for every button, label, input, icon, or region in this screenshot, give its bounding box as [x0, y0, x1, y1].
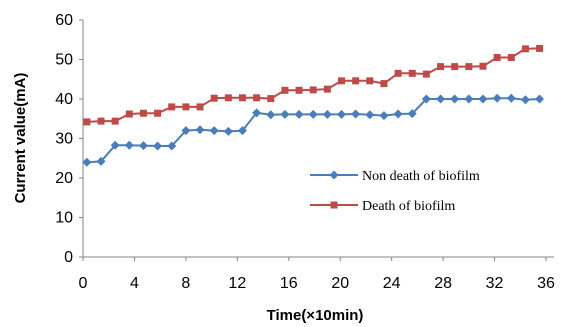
data-point-death: [281, 86, 289, 94]
data-point-non-death: [82, 157, 92, 167]
legend-item-non-death: Non death of biofilm: [310, 169, 480, 184]
x-tick-label: 24: [383, 275, 401, 292]
data-point-death: [451, 63, 459, 71]
y-tick-label: 50: [55, 52, 73, 69]
data-point-death: [182, 103, 190, 111]
data-point-death: [238, 94, 246, 102]
data-point-non-death: [436, 94, 446, 104]
data-point-non-death: [195, 125, 205, 135]
data-point-death: [352, 77, 360, 85]
data-point-non-death: [266, 110, 276, 120]
axis-ticks: 0 10 20 30 40 50 60 0 4 8 12 16 20 24 28 32 36: [55, 12, 555, 292]
series-line-non-death: [86, 97, 540, 164]
data-point-non-death: [520, 95, 530, 105]
data-point-non-death: [450, 94, 460, 104]
y-axis-title: Current value(mA): [12, 73, 29, 204]
data-point-non-death: [492, 93, 502, 103]
data-point-death: [493, 54, 501, 62]
data-point-death: [97, 117, 105, 125]
data-point-death: [168, 103, 176, 111]
data-point-non-death: [223, 126, 233, 136]
data-point-death: [139, 109, 147, 117]
y-tick-label: 40: [55, 91, 73, 108]
data-point-death: [83, 118, 91, 126]
data-point-non-death: [393, 109, 403, 119]
legend-label-non-death: Non death of biofilm: [362, 169, 480, 184]
y-tick-label: 60: [55, 12, 73, 29]
data-point-non-death: [294, 109, 304, 119]
data-point-non-death: [407, 109, 417, 119]
legend-marker-non-death: [329, 170, 339, 180]
x-tick-label: 16: [280, 275, 298, 292]
legend-item-death: Death of biofilm: [310, 199, 455, 214]
data-point-non-death: [365, 110, 375, 120]
data-point-death: [366, 77, 374, 85]
data-point-non-death: [464, 94, 474, 104]
data-point-death: [465, 63, 473, 71]
y-tick-label: 0: [64, 249, 73, 266]
x-tick-label: 20: [331, 275, 349, 292]
data-point-death: [111, 117, 119, 125]
data-point-death: [323, 85, 331, 93]
x-tick-label: 12: [228, 275, 246, 292]
data-point-death: [536, 44, 544, 52]
data-point-death: [437, 63, 445, 71]
data-point-non-death: [322, 109, 332, 119]
legend-label-death: Death of biofilm: [362, 199, 455, 214]
data-point-non-death: [506, 93, 516, 103]
x-tick-label: 36: [537, 275, 555, 292]
data-point-death: [309, 86, 317, 94]
data-point-non-death: [110, 140, 120, 150]
data-point-non-death: [351, 109, 361, 119]
legend-marker-death: [330, 201, 338, 209]
data-point-non-death: [421, 94, 431, 104]
data-point-non-death: [308, 109, 318, 119]
x-tick-label: 8: [181, 275, 190, 292]
series-layer: [82, 44, 545, 167]
data-point-death: [338, 77, 346, 85]
data-point-death: [125, 110, 133, 118]
series-non-death: [82, 93, 545, 167]
data-point-non-death: [379, 111, 389, 121]
data-point-non-death: [209, 126, 219, 136]
data-point-death: [521, 45, 529, 53]
data-point-non-death: [337, 109, 347, 119]
data-point-non-death: [181, 126, 191, 136]
x-tick-label: 4: [130, 275, 139, 292]
data-point-death: [507, 54, 515, 62]
x-tick-label: 0: [79, 275, 88, 292]
series-death: [83, 44, 544, 126]
data-point-death: [253, 94, 261, 102]
data-point-non-death: [280, 109, 290, 119]
x-tick-label: 32: [486, 275, 504, 292]
data-point-non-death: [96, 156, 106, 166]
data-point-death: [196, 103, 204, 111]
data-point-death: [479, 62, 487, 70]
data-point-non-death: [535, 94, 545, 104]
data-point-non-death: [124, 140, 134, 150]
data-point-non-death: [167, 141, 177, 151]
y-tick-label: 10: [55, 210, 73, 227]
data-point-death: [224, 94, 232, 102]
data-point-death: [154, 109, 162, 117]
data-point-non-death: [138, 141, 148, 151]
data-point-death: [210, 94, 218, 102]
x-tick-label: 28: [434, 275, 452, 292]
data-point-non-death: [237, 126, 247, 136]
data-point-death: [295, 86, 303, 94]
data-point-non-death: [252, 108, 262, 118]
data-point-non-death: [478, 94, 488, 104]
data-point-death: [267, 95, 275, 103]
data-point-death: [394, 69, 402, 77]
y-tick-label: 30: [55, 131, 73, 148]
data-point-death: [422, 70, 430, 78]
data-point-death: [380, 80, 388, 88]
data-point-non-death: [153, 141, 163, 151]
x-axis-title: Time(×10min): [267, 307, 364, 324]
y-tick-label: 20: [55, 170, 73, 187]
data-point-death: [408, 69, 416, 77]
legend: Non death of biofilm Death of biofilm: [310, 169, 480, 214]
